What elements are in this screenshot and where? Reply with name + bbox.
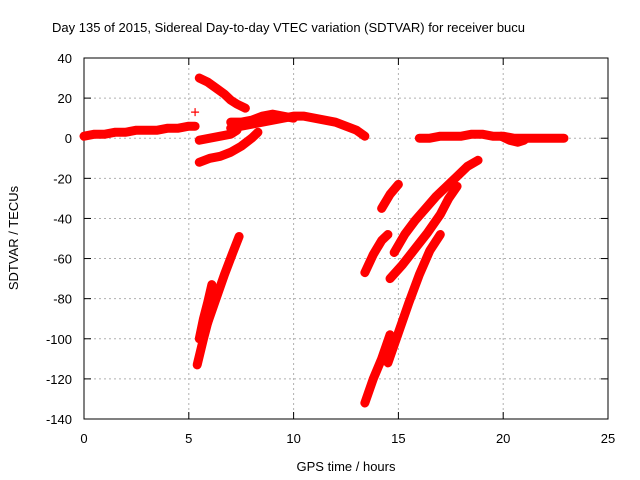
plot-frame — [83, 57, 609, 420]
series-track — [414, 129, 569, 143]
data-points — [79, 73, 569, 408]
y-tick-label: -140 — [46, 412, 72, 427]
y-tick-label: 40 — [58, 51, 72, 66]
y-tick-label: -120 — [46, 372, 72, 387]
x-tick-label: 25 — [601, 431, 615, 446]
grid-lines — [84, 58, 608, 419]
y-tick-label: -60 — [53, 252, 72, 267]
series-track — [377, 179, 403, 213]
series-track — [226, 111, 370, 141]
x-tick-label: 5 — [185, 431, 192, 446]
tick-labels: 0 5 10 15 20 25 -140 -120 -100 -80 -60 -40 -20 0 20 40 — [46, 51, 615, 446]
data-point — [191, 108, 200, 117]
x-tick-label: 10 — [286, 431, 300, 446]
x-tick-label: 0 — [80, 431, 87, 446]
x-axis-label: GPS time / hours — [297, 459, 396, 474]
x-tick-label: 20 — [496, 431, 510, 446]
series-track — [79, 121, 200, 141]
x-tick-label: 15 — [391, 431, 405, 446]
series-track — [194, 73, 250, 113]
y-tick-label: 0 — [65, 131, 72, 146]
axis-ticks — [83, 57, 609, 420]
series-track — [203, 231, 244, 328]
series-track — [360, 330, 395, 408]
y-axis-label: SDTVAR / TECUs — [6, 185, 21, 290]
series-track — [194, 125, 242, 145]
series-track — [360, 229, 393, 278]
y-tick-label: -40 — [53, 211, 72, 226]
y-tick-label: -100 — [46, 332, 72, 347]
y-tick-label: -20 — [53, 171, 72, 186]
chart-title: Day 135 of 2015, Sidereal Day-to-day VTE… — [52, 20, 525, 35]
series-track — [383, 229, 445, 368]
series-track — [496, 131, 529, 147]
y-tick-label: -80 — [53, 292, 72, 307]
series-track — [194, 280, 217, 344]
y-tick-label: 20 — [58, 91, 72, 106]
series-track — [385, 181, 462, 284]
series-track — [389, 155, 483, 258]
series-track — [194, 127, 263, 167]
